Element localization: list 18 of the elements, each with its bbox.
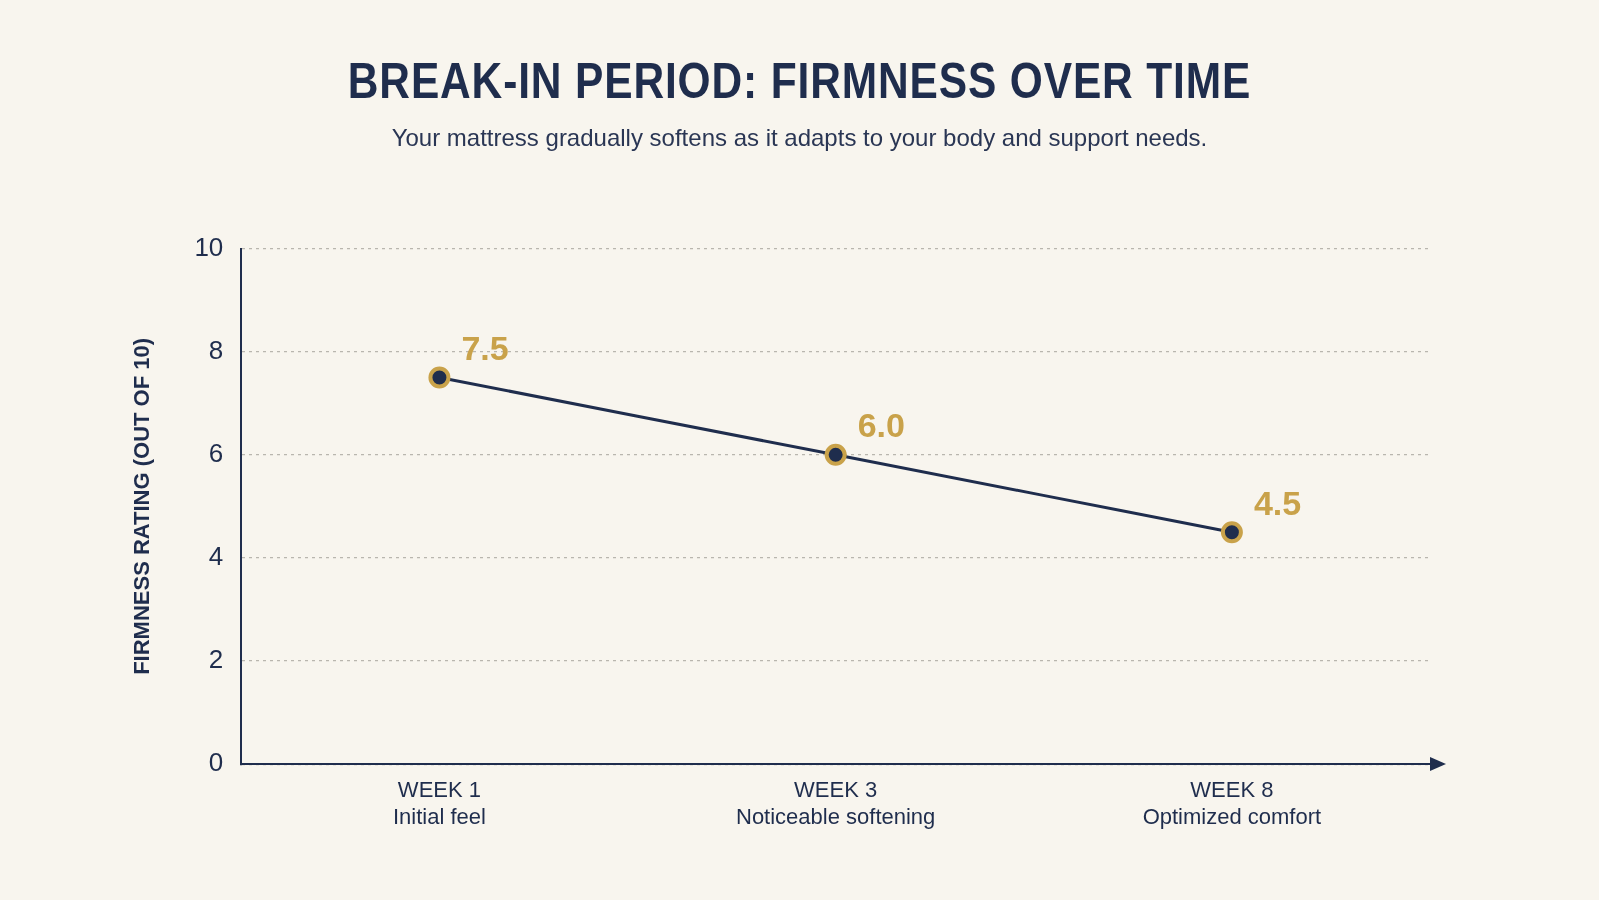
x-tick-label: WEEK 1 Initial feel (392, 777, 486, 829)
point (1220, 521, 1243, 544)
y-tick-label: 10 (194, 231, 224, 262)
x-tick-label: WEEK 3 Noticeable softening (735, 777, 936, 829)
data-label: 6.0 (857, 406, 905, 445)
point (428, 366, 451, 389)
y-tick-label: 4 (208, 541, 224, 572)
chart-title: BREAK-IN PERIOD: FIRMNESS OVER TIME (346, 52, 1253, 110)
y-tick-label: 6 (208, 438, 224, 469)
point (824, 443, 847, 466)
x-tick-label: WEEK 8 Optimized comfort (1142, 777, 1322, 829)
chart-subtitle: Your mattress gradually softens as it adapts to your body and support needs. (390, 124, 1209, 152)
y-tick-label: 8 (208, 334, 224, 365)
y-axis-title: FIRMNESS RATING (OUT OF 10) (129, 337, 155, 675)
y-tick-label: 0 (208, 747, 224, 778)
y-tick-label: 2 (208, 644, 224, 675)
data-label: 7.5 (461, 328, 509, 367)
data-label: 4.5 (1253, 483, 1302, 522)
